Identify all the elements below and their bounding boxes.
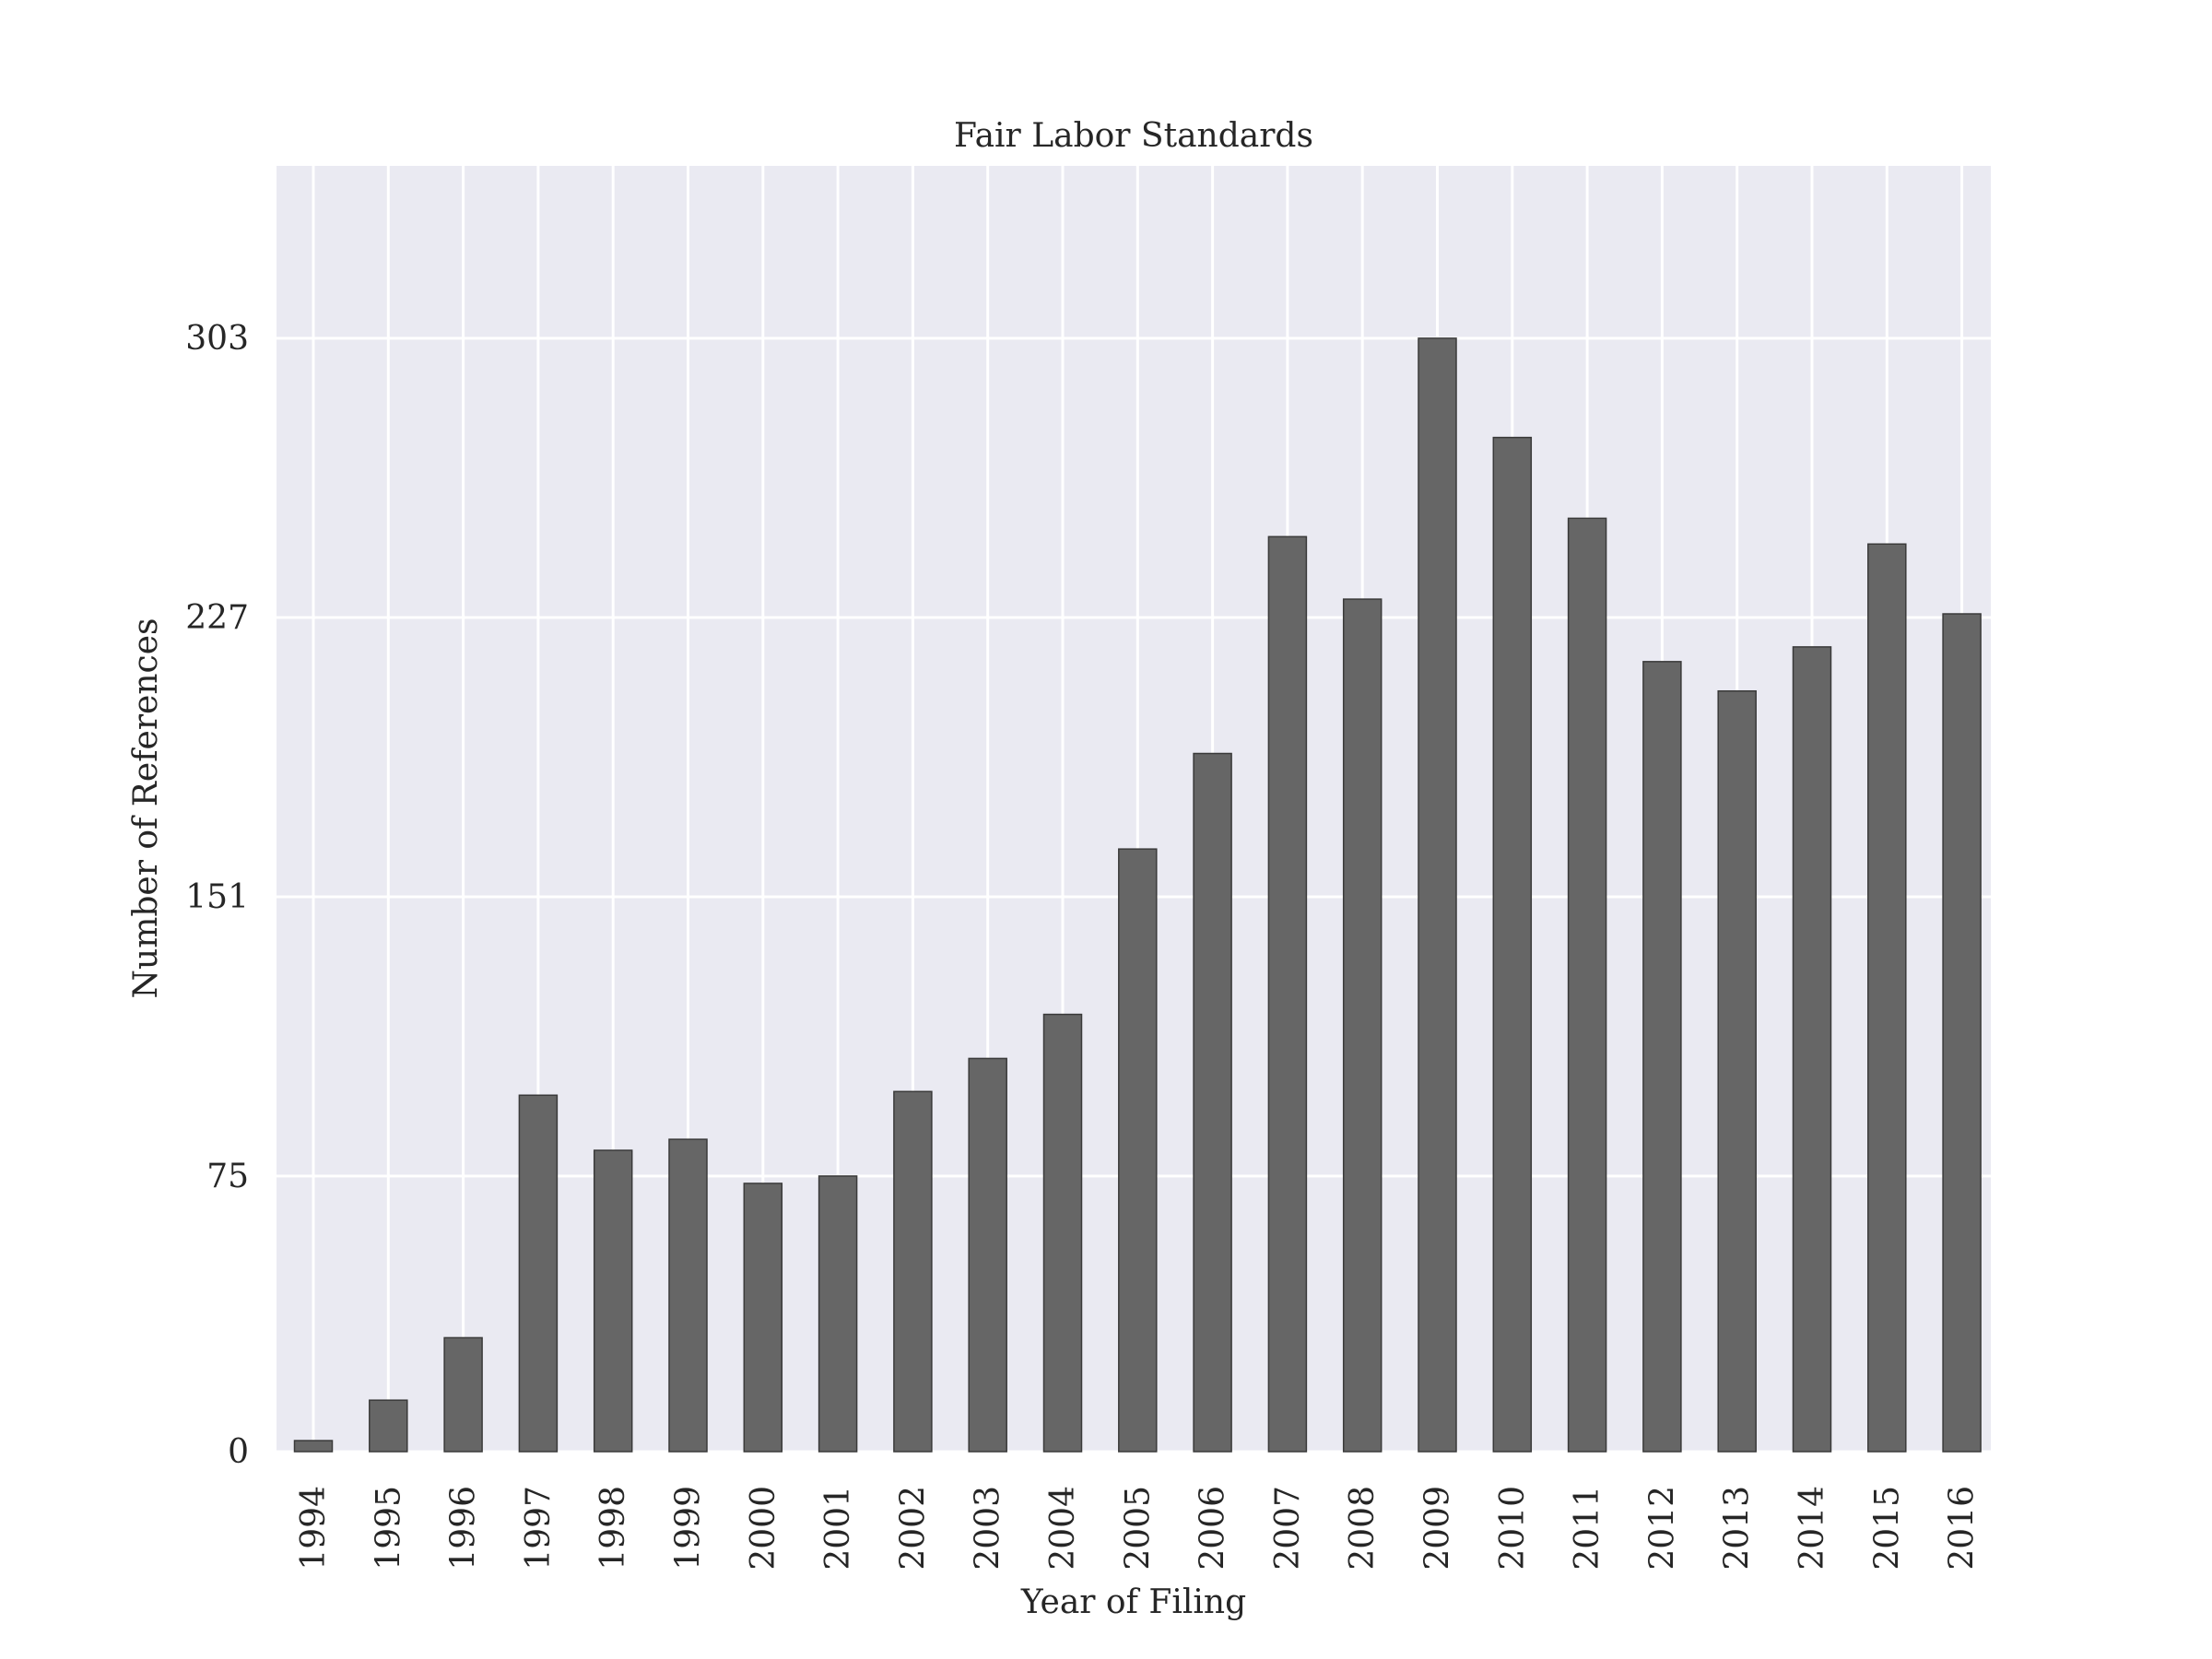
x-tick-label: 2005 bbox=[1119, 1486, 1157, 1571]
y-tick-labels: 0 75 151 227 303 bbox=[185, 320, 249, 1471]
x-tick-label: 2006 bbox=[1194, 1486, 1232, 1571]
x-tick-label: 2011 bbox=[1569, 1486, 1606, 1571]
x-tick-label: 1996 bbox=[445, 1486, 483, 1571]
x-tick-label: 1998 bbox=[594, 1486, 632, 1571]
bar-2014 bbox=[1792, 646, 1832, 1453]
bar-1999 bbox=[668, 1138, 708, 1453]
bar-2000 bbox=[743, 1182, 783, 1453]
bar-2015 bbox=[1867, 543, 1907, 1453]
x-tick-label: 1994 bbox=[295, 1486, 333, 1571]
bar-1995 bbox=[369, 1399, 408, 1453]
bar-1996 bbox=[443, 1336, 483, 1453]
bar-2005 bbox=[1118, 848, 1158, 1453]
bar-2009 bbox=[1418, 337, 1457, 1453]
x-tick-label: 2013 bbox=[1719, 1486, 1757, 1571]
bar-2010 bbox=[1492, 436, 1533, 1453]
y-tick-label: 227 bbox=[185, 599, 249, 637]
x-tick-label: 2000 bbox=[745, 1486, 782, 1571]
bar-2011 bbox=[1567, 517, 1607, 1453]
x-tick-label: 2016 bbox=[1944, 1486, 1982, 1571]
bar-2007 bbox=[1267, 535, 1308, 1453]
x-axis-label: Year of Filing bbox=[1020, 1583, 1246, 1621]
x-tick-labels: 1994 1995 1996 1997 1998 1999 2000 2001 2002 2003… bbox=[295, 1486, 1982, 1571]
x-tick-label: 2012 bbox=[1643, 1486, 1681, 1571]
x-tick-label: 2002 bbox=[894, 1486, 932, 1571]
bar-2008 bbox=[1342, 598, 1382, 1453]
bar-2002 bbox=[893, 1090, 933, 1453]
bar-2006 bbox=[1193, 752, 1232, 1453]
bar-2013 bbox=[1717, 689, 1757, 1453]
bar-2004 bbox=[1042, 1013, 1083, 1453]
x-tick-label: 1997 bbox=[520, 1486, 558, 1571]
bar-1998 bbox=[593, 1149, 633, 1453]
x-tick-label: 1995 bbox=[370, 1486, 407, 1571]
y-tick-label: 303 bbox=[185, 320, 249, 358]
x-tick-label: 2007 bbox=[1269, 1486, 1307, 1571]
y-tick-label: 151 bbox=[185, 878, 249, 916]
bar-2001 bbox=[818, 1175, 858, 1453]
x-tick-label: 2008 bbox=[1344, 1486, 1382, 1571]
bars bbox=[293, 337, 1982, 1453]
bar-2016 bbox=[1942, 613, 1982, 1453]
x-tick-label: 2014 bbox=[1794, 1486, 1831, 1571]
x-tick-label: 2010 bbox=[1494, 1486, 1532, 1571]
y-tick-label: 75 bbox=[206, 1158, 249, 1195]
chart-title: Fair Labor Standards bbox=[954, 117, 1313, 155]
bar-2003 bbox=[968, 1057, 1007, 1453]
bar-1997 bbox=[518, 1094, 559, 1453]
bar-2012 bbox=[1642, 661, 1682, 1453]
x-tick-label: 1999 bbox=[670, 1486, 708, 1571]
x-tick-label: 2009 bbox=[1419, 1486, 1457, 1571]
y-tick-label: 0 bbox=[228, 1433, 249, 1471]
x-tick-label: 2001 bbox=[819, 1486, 857, 1571]
x-tick-label: 2015 bbox=[1868, 1486, 1906, 1571]
bar-1994 bbox=[293, 1440, 334, 1453]
y-axis-label: Number of References bbox=[127, 618, 165, 999]
x-tick-label: 2003 bbox=[970, 1486, 1007, 1571]
x-tick-label: 2004 bbox=[1044, 1486, 1082, 1571]
